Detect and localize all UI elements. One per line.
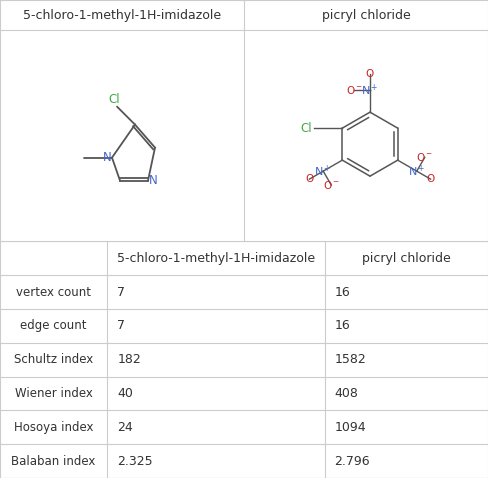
Text: 16: 16 xyxy=(334,319,350,332)
Text: 182: 182 xyxy=(117,353,141,366)
Text: edge count: edge count xyxy=(20,319,87,332)
Text: N$^+$: N$^+$ xyxy=(361,83,379,98)
Text: 7: 7 xyxy=(117,319,125,332)
Text: O: O xyxy=(427,174,435,184)
Text: 5-chloro-1-methyl-1H-imidazole: 5-chloro-1-methyl-1H-imidazole xyxy=(117,252,315,265)
Text: picryl chloride: picryl chloride xyxy=(322,9,410,22)
Text: Balaban index: Balaban index xyxy=(12,455,96,467)
Text: 16: 16 xyxy=(334,285,350,299)
Text: O$^-$: O$^-$ xyxy=(416,152,433,163)
Text: Wiener index: Wiener index xyxy=(15,387,93,400)
Text: 408: 408 xyxy=(334,387,358,400)
Text: N: N xyxy=(149,174,157,187)
Text: 5-chloro-1-methyl-1H-imidazole: 5-chloro-1-methyl-1H-imidazole xyxy=(23,9,221,22)
Text: 7: 7 xyxy=(117,285,125,299)
Text: 1094: 1094 xyxy=(334,421,366,434)
Text: O: O xyxy=(305,174,313,184)
Text: Cl: Cl xyxy=(108,93,120,106)
Text: O$^-$: O$^-$ xyxy=(323,179,340,191)
Text: vertex count: vertex count xyxy=(16,285,91,299)
Text: Schultz index: Schultz index xyxy=(14,353,93,366)
Text: 40: 40 xyxy=(117,387,133,400)
Text: 2.796: 2.796 xyxy=(334,455,370,467)
Text: 1582: 1582 xyxy=(334,353,366,366)
Text: 24: 24 xyxy=(117,421,133,434)
Text: O: O xyxy=(366,69,374,79)
Text: N$^+$: N$^+$ xyxy=(408,163,426,179)
Text: Cl: Cl xyxy=(301,121,312,135)
Text: N$^+$: N$^+$ xyxy=(314,163,332,179)
Text: O$^-$: O$^-$ xyxy=(346,84,363,96)
Text: 2.325: 2.325 xyxy=(117,455,153,467)
Text: picryl chloride: picryl chloride xyxy=(362,252,450,265)
Text: Hosoya index: Hosoya index xyxy=(14,421,93,434)
Text: N: N xyxy=(102,151,111,164)
